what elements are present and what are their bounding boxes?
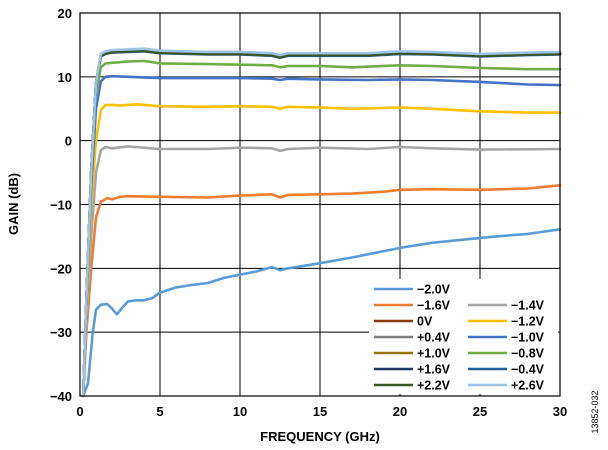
legend-label: −1.2V — [511, 315, 545, 329]
figure-id: 13852-032 — [590, 390, 600, 433]
legend-label: −0.4V — [511, 363, 545, 377]
plot-frame — [79, 12, 561, 397]
y-tick-label: −20 — [50, 261, 72, 276]
y-tick-label: −30 — [50, 325, 72, 340]
legend-label: +0.4V — [417, 331, 451, 345]
x-tick-label: 25 — [473, 404, 487, 419]
x-axis-label: FREQUENCY (GHz) — [260, 429, 380, 444]
y-tick-label: 20 — [58, 6, 72, 21]
legend-label: +2.2V — [417, 379, 451, 393]
series-line — [81, 74, 562, 398]
x-tick-label: 0 — [76, 404, 83, 419]
x-tick-label: 20 — [393, 404, 407, 419]
legend-label: +2.6V — [511, 379, 545, 393]
series-line — [81, 59, 562, 398]
legend-label: 0V — [417, 315, 433, 329]
series-line — [81, 47, 562, 398]
x-tick-label: 5 — [156, 404, 163, 419]
series-lines — [81, 47, 562, 398]
legend: −2.0V −1.6V −1.4V 0V −1.2V +0.4V −1.0V +1.0V −0.… — [369, 279, 558, 394]
y-tick-labels: 20 10 0 −10 −20 −30 −40 — [50, 6, 72, 404]
legend-label: −1.6V — [417, 299, 451, 313]
y-tick-label: −40 — [50, 389, 72, 404]
y-axis-label: GAIN (dB) — [6, 173, 21, 235]
series-line — [81, 103, 562, 398]
y-tick-label: 0 — [65, 134, 72, 149]
legend-label: +1.6V — [417, 363, 451, 377]
series-line — [81, 145, 562, 398]
legend-label: +1.0V — [417, 347, 451, 361]
series-line — [81, 228, 562, 398]
series-line — [81, 184, 562, 398]
legend-label: −2.0V — [417, 283, 451, 297]
y-tick-label: 10 — [58, 70, 72, 85]
x-tick-label: 30 — [553, 404, 567, 419]
y-tick-label: −10 — [50, 198, 72, 213]
x-tick-label: 15 — [313, 404, 327, 419]
x-tick-labels: 0 5 10 15 20 25 30 — [76, 404, 567, 419]
x-tick-label: 10 — [233, 404, 247, 419]
legend-label: −1.0V — [511, 331, 545, 345]
legend-label: −1.4V — [511, 299, 545, 313]
legend-label: −0.8V — [511, 347, 545, 361]
